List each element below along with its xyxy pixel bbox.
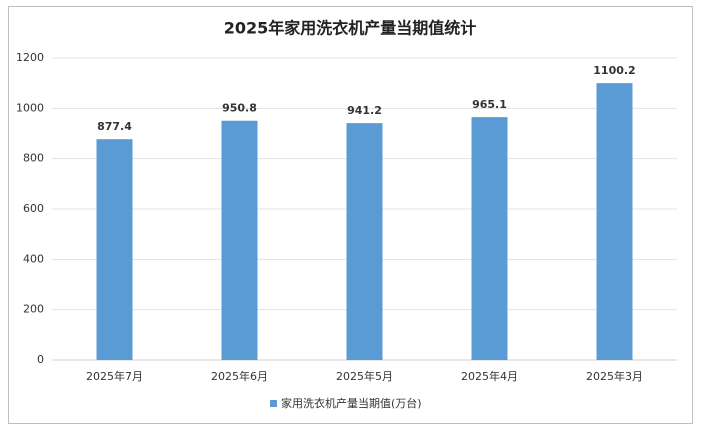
legend-label: 家用洗衣机产量当期值(万台) [281,396,422,410]
value-label: 965.1 [472,98,507,111]
bar [96,139,133,360]
y-tick-label: 0 [37,353,44,366]
bar [346,123,383,360]
y-tick-label: 600 [23,202,44,215]
bar [221,120,258,360]
x-tick-label: 2025年7月 [86,369,143,383]
value-label: 941.2 [347,104,382,117]
y-tick-label: 200 [23,303,44,316]
y-tick-label: 800 [23,152,44,165]
y-tick-label: 400 [23,252,44,265]
x-tick-label: 2025年3月 [586,369,643,383]
x-tick-label: 2025年4月 [461,369,518,383]
value-label: 950.8 [222,102,257,115]
x-tick-label: 2025年6月 [211,369,268,383]
x-tick-label: 2025年5月 [336,369,393,383]
value-label: 877.4 [97,120,132,133]
chart-title: 2025年家用洗衣机产量当期值统计 [224,19,477,38]
legend-swatch [270,400,277,407]
y-tick-label: 1000 [16,101,44,114]
bar [471,117,508,360]
y-tick-label: 1200 [16,51,44,64]
bar [596,83,633,360]
value-label: 1100.2 [593,64,635,77]
